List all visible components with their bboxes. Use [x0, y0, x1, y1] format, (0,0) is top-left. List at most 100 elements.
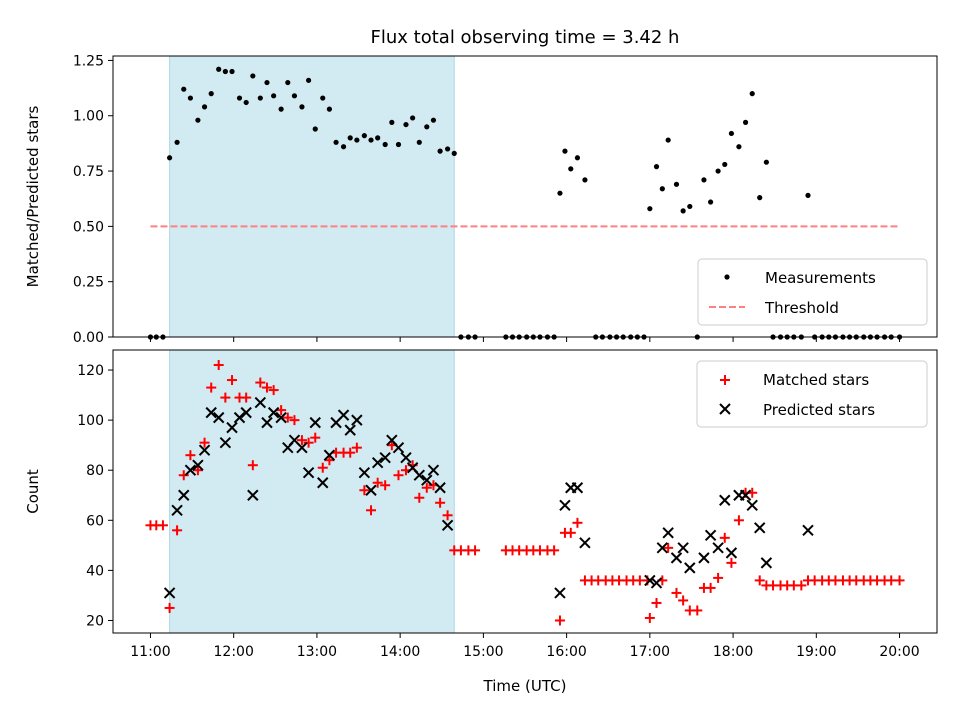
measurement-point	[278, 106, 284, 112]
predicted-star-point	[698, 552, 710, 564]
x-tick-label: 12:00	[214, 644, 254, 660]
x-tick-label: 16:00	[546, 644, 586, 660]
top-y-tick-label: 0.25	[73, 275, 104, 291]
measurement-point	[389, 119, 395, 125]
predicted-star-point	[554, 587, 566, 599]
legend-matched-label: Matched stars	[763, 371, 869, 389]
matched-star-point	[199, 437, 210, 448]
matched-star-point	[213, 360, 224, 371]
matched-star-point	[289, 415, 300, 426]
matched-star-point	[651, 597, 662, 608]
matched-star-point	[572, 517, 583, 528]
measurement-point	[299, 104, 305, 110]
measurement-point	[451, 150, 457, 156]
x-tick-label: 11:00	[130, 644, 170, 660]
measurement-point	[395, 141, 402, 148]
matched-star-point	[296, 435, 307, 446]
measurement-point	[715, 168, 721, 174]
measurement-point	[216, 66, 222, 72]
measurement-point	[375, 135, 381, 141]
predicted-star-point	[413, 469, 426, 481]
predicted-star-point	[656, 542, 669, 554]
predicted-star-point	[344, 424, 356, 436]
matched-star-point	[247, 460, 258, 471]
matched-star-point	[754, 575, 765, 586]
matched-star-point	[372, 477, 383, 488]
measurement-point	[562, 148, 568, 154]
x-tick-label: 14:00	[380, 644, 420, 660]
measurement-point	[687, 203, 693, 210]
bottom-y-tick-label: 40	[86, 563, 104, 579]
predicted-star-point	[296, 441, 308, 454]
legend-measurements-marker	[724, 274, 730, 280]
chart-title: Flux total observing time = 3.42 h	[371, 27, 680, 48]
predicted-star-point	[192, 459, 204, 471]
predicted-star-point	[579, 537, 591, 549]
measurement-point	[271, 93, 277, 99]
matched-star-point	[470, 545, 481, 556]
predicted-star-point	[198, 444, 211, 456]
top-y-tick-label: 1.25	[73, 53, 104, 69]
top-y-tick-label: 1.00	[73, 109, 104, 125]
matched-star-point	[380, 480, 391, 491]
measurement-point	[208, 91, 214, 97]
measurement-point	[187, 95, 194, 101]
bottom-y-tick-label: 20	[86, 613, 104, 629]
x-axis-label: Time (UTC)	[483, 677, 567, 695]
matched-star-point	[310, 432, 321, 443]
predicted-star-point	[240, 406, 252, 419]
predicted-star-point	[421, 474, 433, 486]
measurement-point	[403, 121, 409, 128]
predicted-star-point	[247, 489, 259, 501]
measurement-point	[659, 186, 665, 192]
matched-star-point	[726, 557, 737, 568]
top-y-tick-label: 0.00	[73, 330, 104, 346]
measurement-point	[728, 130, 735, 137]
matched-star-point	[733, 515, 744, 526]
predicted-star-point	[379, 451, 391, 464]
predicted-star-point	[309, 416, 321, 429]
top-y-tick-label: 0.50	[73, 219, 104, 235]
measurement-point	[647, 206, 653, 212]
matched-star-point	[435, 497, 446, 508]
predicted-star-point	[684, 562, 696, 574]
measurement-point	[361, 133, 367, 139]
matched-star-point	[421, 482, 432, 493]
matched-star-point	[255, 377, 266, 388]
matched-star-point	[178, 470, 189, 481]
measurement-point	[708, 199, 714, 205]
predicted-star-point	[205, 406, 217, 419]
measurement-point	[742, 119, 749, 125]
measurement-point	[673, 181, 680, 187]
matched-star-point	[713, 572, 724, 583]
legend-threshold-label: Threshold	[764, 299, 839, 317]
measurement-point	[305, 77, 312, 83]
predicted-star-point	[323, 449, 336, 461]
matched-star-point	[317, 462, 328, 473]
matched-star-point	[157, 520, 168, 531]
measurement-point	[424, 124, 430, 130]
bottom-y-axis-label: Count	[24, 469, 42, 514]
predicted-star-point	[261, 416, 273, 429]
top-y-tick-label: 0.75	[73, 164, 104, 180]
predicted-star-point	[650, 577, 663, 589]
measurement-point	[347, 135, 353, 141]
measurement-point	[236, 95, 243, 101]
measurement-point	[291, 93, 298, 99]
predicted-star-point	[365, 484, 377, 496]
top-panel: 0.00 0.25 0.50 0.75 1.00 1.25 Measurements Thre…	[73, 53, 938, 346]
matched-star-point	[663, 542, 674, 553]
measurement-point	[368, 137, 374, 143]
matched-star-point	[644, 612, 655, 623]
matched-star-point	[554, 615, 565, 626]
matched-star-point	[894, 575, 905, 586]
measurement-point	[250, 73, 256, 79]
measurement-point	[340, 144, 347, 150]
measurement-point	[680, 208, 686, 214]
predicted-star-point	[371, 456, 384, 469]
measurement-point	[243, 99, 249, 106]
predicted-star-point	[662, 527, 674, 539]
matched-star-point	[678, 595, 689, 606]
legend-predicted-marker	[719, 403, 731, 415]
